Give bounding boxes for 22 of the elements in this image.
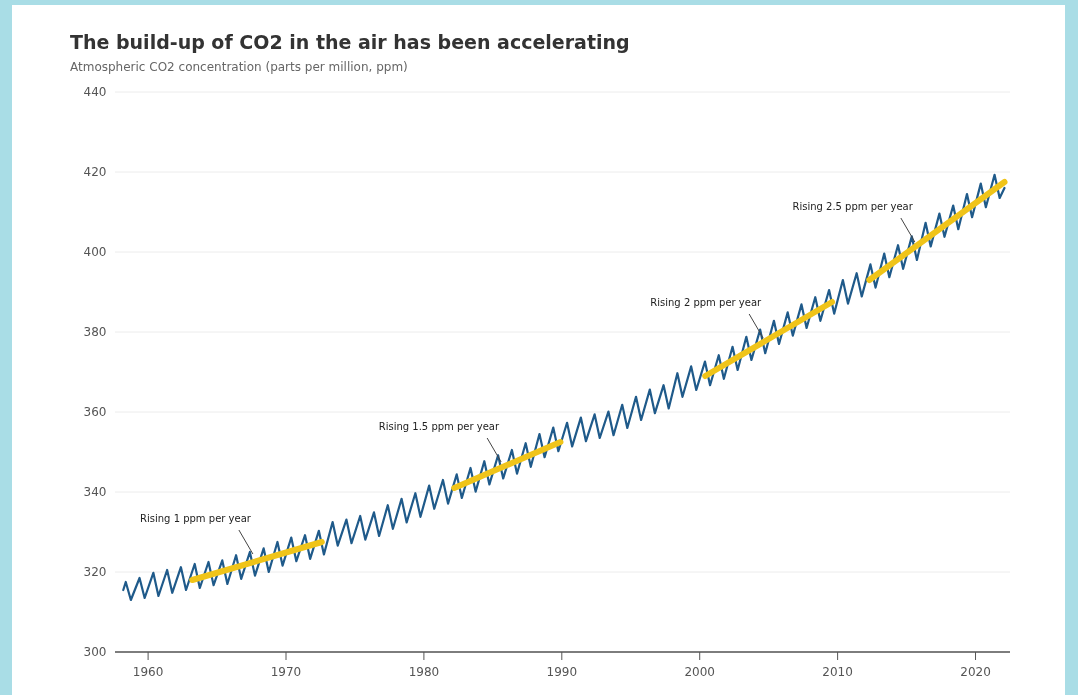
- annotation: Rising 2 ppm per year: [650, 297, 763, 308]
- x-tick-label: 1970: [270, 665, 302, 679]
- y-tick-label: 340: [83, 485, 107, 500]
- annotation: Rising 1 ppm per year: [140, 513, 252, 524]
- chart-title: The build-up of CO2 in the air has been accelerating: [70, 31, 630, 53]
- annotation: Rising 1.5 ppm per year: [378, 421, 501, 432]
- y-tick-label: 440: [83, 85, 107, 100]
- y-tick-label: 420: [83, 165, 107, 180]
- x-tick-label: 2010: [822, 665, 853, 679]
- y-tick-label: 320: [83, 565, 107, 580]
- x-tick-label: 1990: [546, 665, 578, 679]
- chart-subtitle: Atmospheric CO2 concentration (parts per million, ppm): [70, 60, 408, 74]
- x-tick-label: 1980: [408, 665, 440, 679]
- y-tick-label: 380: [83, 325, 107, 340]
- x-tick-label: 2020: [960, 665, 991, 679]
- x-tick-label: 1960: [132, 665, 164, 679]
- y-tick-label: 400: [83, 245, 107, 260]
- y-tick-label: 360: [83, 405, 107, 420]
- line-series: [122, 173, 1006, 602]
- y-tick-label: 300: [83, 645, 107, 660]
- annotation: Rising 2.5 ppm per year: [792, 201, 914, 212]
- x-tick-label: 2000: [684, 665, 715, 679]
